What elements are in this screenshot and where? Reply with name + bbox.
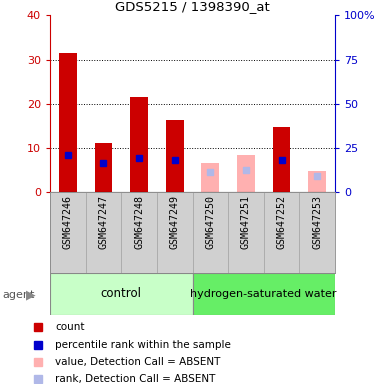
Bar [130, 97, 148, 192]
Bar [121, 192, 157, 273]
Text: GSM647250: GSM647250 [205, 195, 215, 249]
Bar [264, 192, 300, 273]
Text: value, Detection Call = ABSENT: value, Detection Call = ABSENT [55, 357, 221, 367]
Text: GSM647247: GSM647247 [99, 195, 109, 249]
Bar [59, 53, 77, 192]
Bar [237, 156, 255, 192]
Text: hydrogen-saturated water: hydrogen-saturated water [191, 289, 337, 299]
Bar [192, 273, 335, 315]
Text: GSM647252: GSM647252 [276, 195, 286, 249]
Text: GSM647253: GSM647253 [312, 195, 322, 249]
Text: GSM647249: GSM647249 [170, 195, 180, 249]
Bar [308, 171, 326, 192]
Text: ▶: ▶ [26, 288, 36, 301]
Bar [273, 127, 290, 192]
Bar [192, 192, 228, 273]
Bar [300, 192, 335, 273]
Text: rank, Detection Call = ABSENT: rank, Detection Call = ABSENT [55, 374, 216, 384]
Bar [85, 192, 121, 273]
Text: control: control [101, 287, 142, 300]
Bar [201, 163, 219, 192]
Bar [166, 121, 184, 192]
Text: count: count [55, 322, 85, 332]
Bar [228, 192, 264, 273]
Text: percentile rank within the sample: percentile rank within the sample [55, 339, 231, 349]
Bar [95, 142, 112, 192]
Title: GDS5215 / 1398390_at: GDS5215 / 1398390_at [115, 0, 270, 13]
Text: GSM647251: GSM647251 [241, 195, 251, 249]
Bar [50, 273, 192, 315]
Bar [50, 192, 85, 273]
Text: agent: agent [2, 290, 34, 300]
Text: GSM647248: GSM647248 [134, 195, 144, 249]
Bar [157, 192, 192, 273]
Text: GSM647246: GSM647246 [63, 195, 73, 249]
